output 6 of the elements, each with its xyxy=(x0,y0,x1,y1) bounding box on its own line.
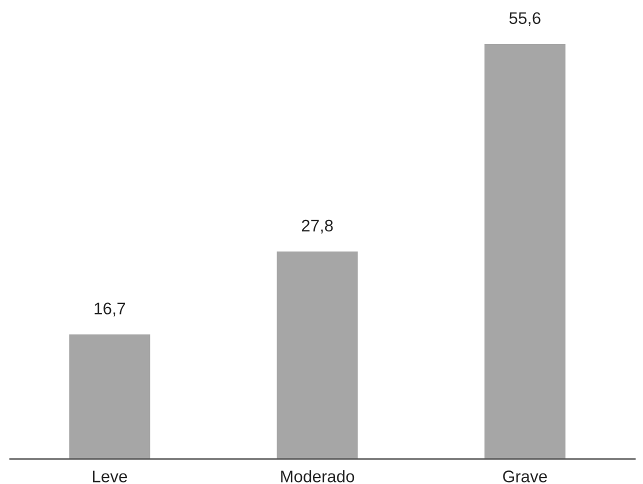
x-tick-label: Moderado xyxy=(281,470,354,482)
data-label: 55,6 xyxy=(509,12,540,26)
data-label: 16,7 xyxy=(94,302,126,316)
x-tick-label: Grave xyxy=(503,470,547,482)
x-tick-label: Leve xyxy=(92,470,127,482)
data-label: 27,8 xyxy=(302,220,333,234)
